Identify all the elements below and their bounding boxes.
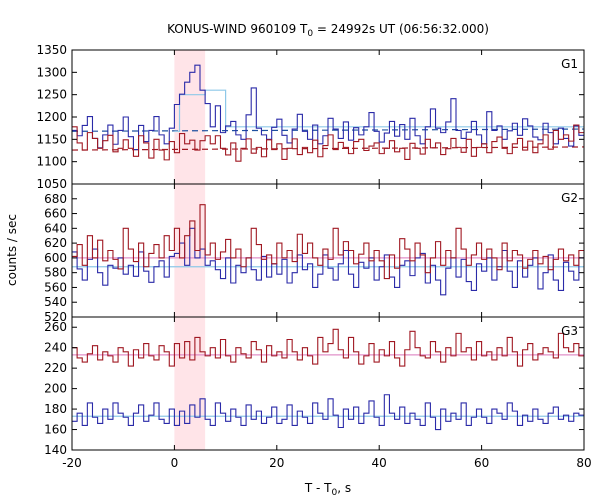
y-tick-label: 160	[44, 423, 67, 437]
x-tick-label: 40	[372, 456, 387, 470]
x-tick-label: 20	[269, 456, 284, 470]
y-tick-label: 540	[44, 295, 67, 309]
y-tick-label: 240	[44, 341, 67, 355]
x-axis-label-subscript: 0	[332, 488, 338, 498]
chart-title-subscript: 0	[307, 29, 313, 39]
fit-line-2	[72, 146, 584, 151]
y-tick-label: 140	[44, 443, 67, 457]
y-tick-label: 200	[44, 382, 67, 396]
series-1-line	[72, 64, 584, 151]
y-tick-label: 1150	[36, 132, 67, 146]
x-tick-label: 80	[576, 456, 591, 470]
y-tick-label: 560	[44, 280, 67, 294]
y-tick-label: 1100	[36, 155, 67, 169]
x-tick-label: -20	[62, 456, 82, 470]
y-tick-label: 260	[44, 320, 67, 334]
panel-g3: 140 160 180 200 220 240 260 G3	[44, 316, 585, 457]
y-tick-label: 600	[44, 251, 67, 265]
y-tick-label: 1200	[36, 110, 67, 124]
panel-frame	[71, 49, 585, 185]
series-2-line	[72, 124, 584, 162]
y-tick-label: 220	[44, 361, 67, 375]
y-tick-label: 620	[44, 236, 67, 250]
panel-g1: 1050 1100 1150 1200 1250 1300 1350 G1	[36, 43, 585, 191]
y-axis-label: counts / sec	[5, 214, 19, 286]
series-2-line	[72, 204, 584, 280]
panel-frame	[71, 316, 585, 451]
series-2-line	[72, 394, 584, 431]
y-tick-label: 180	[44, 402, 67, 416]
series-1-line	[72, 328, 584, 367]
y-tick-label: 1300	[36, 65, 67, 79]
y-tick-label: 680	[44, 192, 67, 206]
chart-title: KONUS-WIND 960109 T0 = 24992s UT (06:56:…	[167, 22, 489, 39]
plot-area: 1050 1100 1150 1200 1250 1300 1350 G1 5205405605…	[36, 43, 591, 470]
panel-label: G3	[561, 324, 578, 338]
y-tick-label: 1350	[36, 43, 67, 57]
y-tick-label: 660	[44, 207, 67, 221]
y-tick-label: 1050	[36, 177, 67, 191]
y-tick-label: 580	[44, 266, 67, 280]
panel-label: G2	[561, 191, 578, 205]
x-tick-label: 0	[171, 456, 179, 470]
fit-line-1	[72, 128, 584, 132]
y-tick-label: 1250	[36, 88, 67, 102]
y-tick-label: 640	[44, 221, 67, 235]
y-tick-label: 520	[44, 310, 67, 324]
x-axis-label: T - T0, s	[304, 481, 351, 498]
panel-label: G1	[561, 57, 578, 71]
x-tick-label: 60	[474, 456, 489, 470]
